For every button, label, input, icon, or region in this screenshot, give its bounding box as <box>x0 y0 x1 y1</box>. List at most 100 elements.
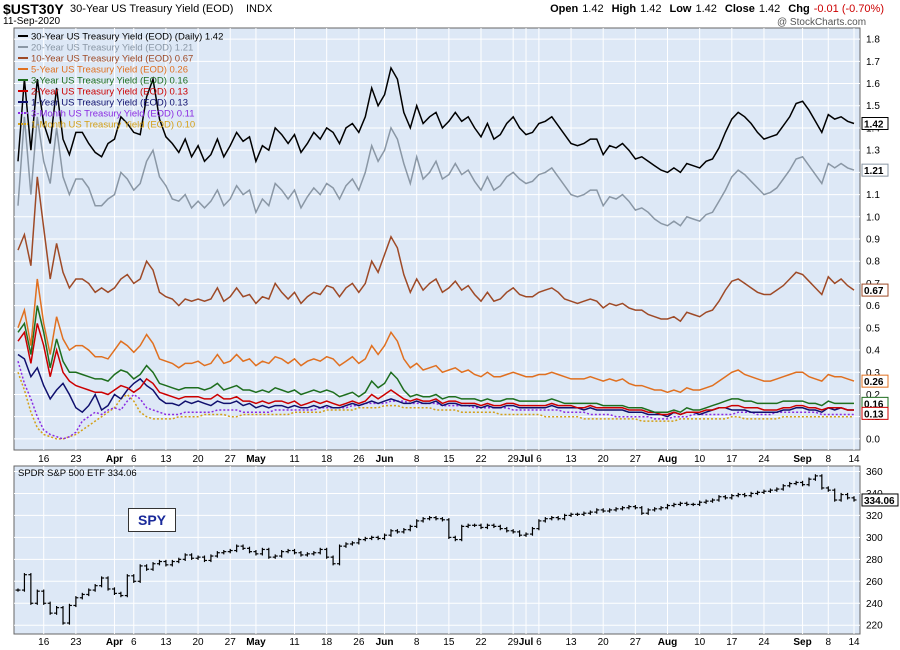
yield-x-tick-label: May <box>246 454 266 465</box>
yield-x-tick-label: 27 <box>225 454 237 465</box>
spy-x-tick-label: 26 <box>353 637 365 648</box>
yield-x-tick-label: 23 <box>70 454 82 465</box>
yield-x-tick-label: Sep <box>793 454 811 465</box>
spy-x-tick-label: 10 <box>694 637 706 648</box>
spy-tick-label: 240 <box>866 599 883 610</box>
spy-last-value-label: 334.06 <box>864 496 895 507</box>
yield-x-tick-label: 6 <box>536 454 542 465</box>
spy-badge: SPY <box>128 508 176 532</box>
yield-tick-label: 0.8 <box>866 257 880 268</box>
legend-entry: 20-Year US Treasury Yield (EOD) 1.21 <box>31 43 193 54</box>
symbol-name: 30-Year US Treasury Yield (EOD) <box>70 3 234 15</box>
last-value-label: 1.42 <box>864 120 884 131</box>
spy-x-tick-label: 16 <box>38 637 50 648</box>
yield-tick-label: 1.0 <box>866 212 880 223</box>
yield-x-tick-label: 8 <box>825 454 831 465</box>
spy-x-tick-label: 11 <box>289 637 300 648</box>
spy-x-tick-label: Sep <box>793 637 811 648</box>
chart-header: $UST30Y 30-Year US Treasury Yield (EOD) … <box>0 0 900 28</box>
series-line-7 <box>17 360 854 440</box>
spy-x-tick-label: Jul <box>519 637 534 648</box>
exchange-label: INDX <box>246 3 273 15</box>
yield-x-tick-label: 10 <box>694 454 706 465</box>
ohlc-label-close: Close <box>724 3 755 15</box>
spy-x-tick-label: 17 <box>726 637 738 648</box>
yield-x-tick-label: 15 <box>443 454 455 465</box>
yield-tick-label: 1.3 <box>866 146 880 157</box>
spy-x-tick-label: 6 <box>131 637 137 648</box>
last-value-box <box>861 374 889 388</box>
spy-tick-label: 220 <box>866 621 883 632</box>
spy-x-tick-label: 27 <box>225 637 237 648</box>
yield-x-tick-label: 24 <box>758 454 770 465</box>
last-value-box <box>861 163 889 177</box>
yield-x-tick-label: 16 <box>38 454 50 465</box>
ohlc-label-chg: Chg <box>788 3 810 15</box>
yield-tick-label: 0.9 <box>866 235 880 246</box>
legend-entry: 10-Year US Treasury Yield (EOD) 0.67 <box>31 54 193 65</box>
yield-panel: 0.00.10.20.30.40.50.60.70.80.91.01.11.21… <box>13 27 889 465</box>
last-value-label: 0.67 <box>864 286 884 297</box>
spy-x-tick-label: 23 <box>70 637 82 648</box>
spy-x-tick-label: 13 <box>160 637 172 648</box>
legend-entry: 3-Year US Treasury Yield (EOD) 0.16 <box>31 76 188 87</box>
spy-x-tick-label: 18 <box>321 637 333 648</box>
yield-tick-label: 0.6 <box>866 301 880 312</box>
ohlc-value-open: 1.42 <box>582 3 604 15</box>
yield-tick-label: 0.4 <box>866 346 880 357</box>
ohlc-value-low: 1.42 <box>695 3 717 15</box>
yield-x-tick-label: Apr <box>106 454 123 465</box>
yield-tick-label: 0.0 <box>866 434 880 445</box>
yield-tick-label: 1.5 <box>866 101 880 112</box>
watermark: @ StockCharts.com <box>777 17 867 28</box>
legend-entry: 30-Year US Treasury Yield (EOD) (Daily) … <box>31 32 223 43</box>
yield-x-tick-label: 8 <box>414 454 420 465</box>
yield-x-tick-label: Jul <box>519 454 534 465</box>
yield-tick-label: 0.3 <box>866 368 880 379</box>
spy-x-tick-label: 22 <box>475 637 487 648</box>
ohlc-label-high: High <box>611 3 637 15</box>
yield-x-tick-label: 22 <box>475 454 487 465</box>
yield-x-tick-label: Aug <box>658 454 677 465</box>
spy-x-tick-label: 24 <box>758 637 770 648</box>
series-line-5 <box>17 323 854 416</box>
spy-tick-label: 280 <box>866 555 883 566</box>
spy-x-tick-label: 29 <box>508 637 520 648</box>
yield-x-tick-label: 18 <box>321 454 333 465</box>
spy-x-tick-label: 14 <box>848 637 860 648</box>
legend-entry: 1-Year US Treasury Yield (EOD) 0.13 <box>31 98 188 109</box>
spy-tick-label: 320 <box>866 511 883 522</box>
yield-x-tick-label: 14 <box>848 454 860 465</box>
yield-x-tick-label: 29 <box>508 454 520 465</box>
ohlc-label-low: Low <box>669 3 692 15</box>
yield-tick-label: 0.5 <box>866 323 880 334</box>
series-line-2 <box>17 176 855 323</box>
series-line-0 <box>17 65 855 174</box>
chart-date: 11-Sep-2020 <box>3 16 61 27</box>
yield-x-tick-label: 20 <box>192 454 204 465</box>
yield-x-tick-label: 20 <box>598 454 610 465</box>
yield-x-tick-label: 13 <box>160 454 172 465</box>
ohlc-value-chg: -0.01 (-0.70%) <box>813 3 884 15</box>
spy-x-tick-label: Aug <box>658 637 677 648</box>
yield-tick-label: 1.7 <box>866 57 880 68</box>
spy-tick-label: 260 <box>866 577 883 588</box>
ohlc-value-close: 1.42 <box>758 3 781 15</box>
yield-x-tick-label: 13 <box>565 454 577 465</box>
spy-x-tick-label: 13 <box>565 637 577 648</box>
spy-x-tick-label: May <box>246 637 266 648</box>
legend-entry: 3-Month US Treasury Yield (EOD) 0.11 <box>31 109 195 120</box>
last-value-label: 0.13 <box>864 409 884 420</box>
spy-x-tick-label: 8 <box>825 637 831 648</box>
yield-tick-label: 1.6 <box>866 79 880 90</box>
last-value-box <box>861 117 889 131</box>
legend-entry: 5-Year US Treasury Yield (EOD) 0.26 <box>31 65 188 76</box>
spy-x-tick-label: 15 <box>443 637 455 648</box>
series-line-4 <box>17 305 854 414</box>
yield-x-tick-label: 6 <box>131 454 137 465</box>
yield-tick-label: 0.2 <box>866 390 880 401</box>
last-value-label: 1.21 <box>864 166 884 177</box>
spy-x-tick-label: 8 <box>414 637 420 648</box>
ohlc-readout: Open 1.42 High 1.42 Low 1.42 Close 1.42 Chg -0.01… <box>550 3 884 15</box>
